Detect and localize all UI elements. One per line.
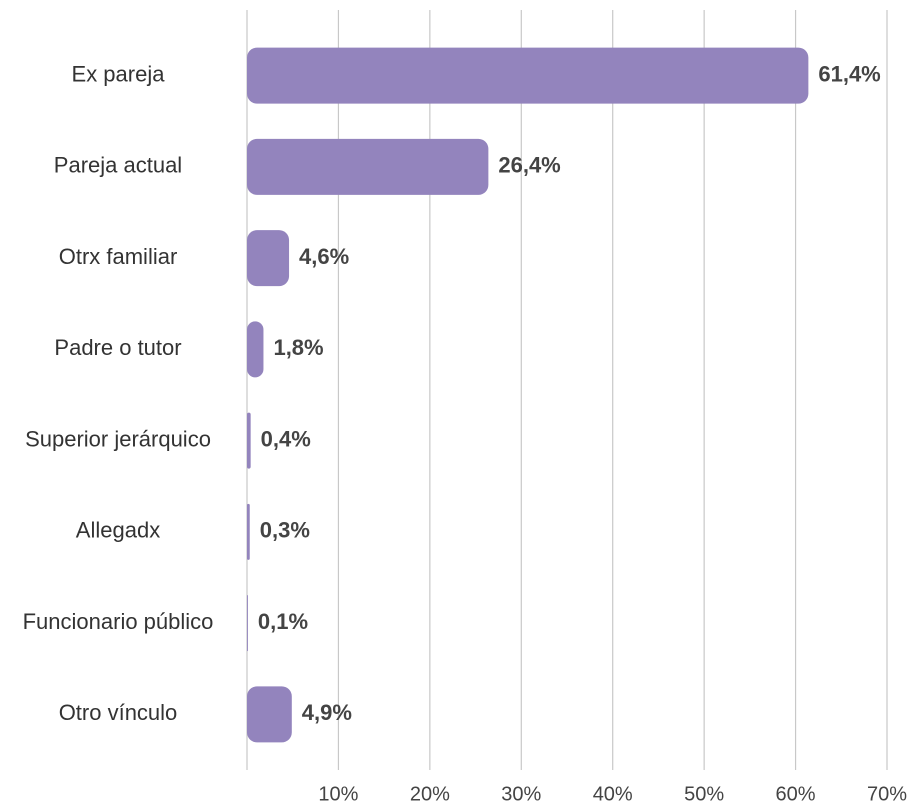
bar (247, 686, 292, 743)
category-label: Superior jerárquico (25, 426, 211, 451)
bar (247, 321, 264, 378)
value-label: 26,4% (498, 153, 560, 178)
category-label: Allegadx (76, 518, 160, 543)
x-tick-label: 40% (593, 783, 633, 805)
bar (247, 138, 489, 195)
category-label: Funcionario público (23, 609, 214, 634)
value-label: 0,4% (261, 426, 311, 451)
x-tick-label: 30% (501, 783, 541, 805)
bar (247, 47, 809, 104)
value-label: 1,8% (273, 335, 323, 360)
x-tick-label: 50% (684, 783, 724, 805)
bar (247, 503, 250, 560)
value-label: 4,6% (299, 244, 349, 269)
value-label: 0,1% (258, 609, 308, 634)
bar (247, 412, 251, 469)
category-label: Pareja actual (54, 153, 182, 178)
x-tick-label: 70% (867, 783, 907, 805)
value-label: 61,4% (818, 61, 880, 86)
bar (247, 595, 248, 652)
category-label: Otro vínculo (59, 700, 178, 725)
x-tick-label: 20% (410, 783, 450, 805)
bar (247, 230, 290, 287)
category-label: Padre o tutor (54, 335, 181, 360)
x-tick-label: 10% (318, 783, 358, 805)
category-label: Otrx familiar (59, 244, 178, 269)
category-label: Ex pareja (72, 61, 166, 86)
value-label: 0,3% (260, 518, 310, 543)
value-label: 4,9% (302, 700, 352, 725)
x-tick-label: 60% (776, 783, 816, 805)
